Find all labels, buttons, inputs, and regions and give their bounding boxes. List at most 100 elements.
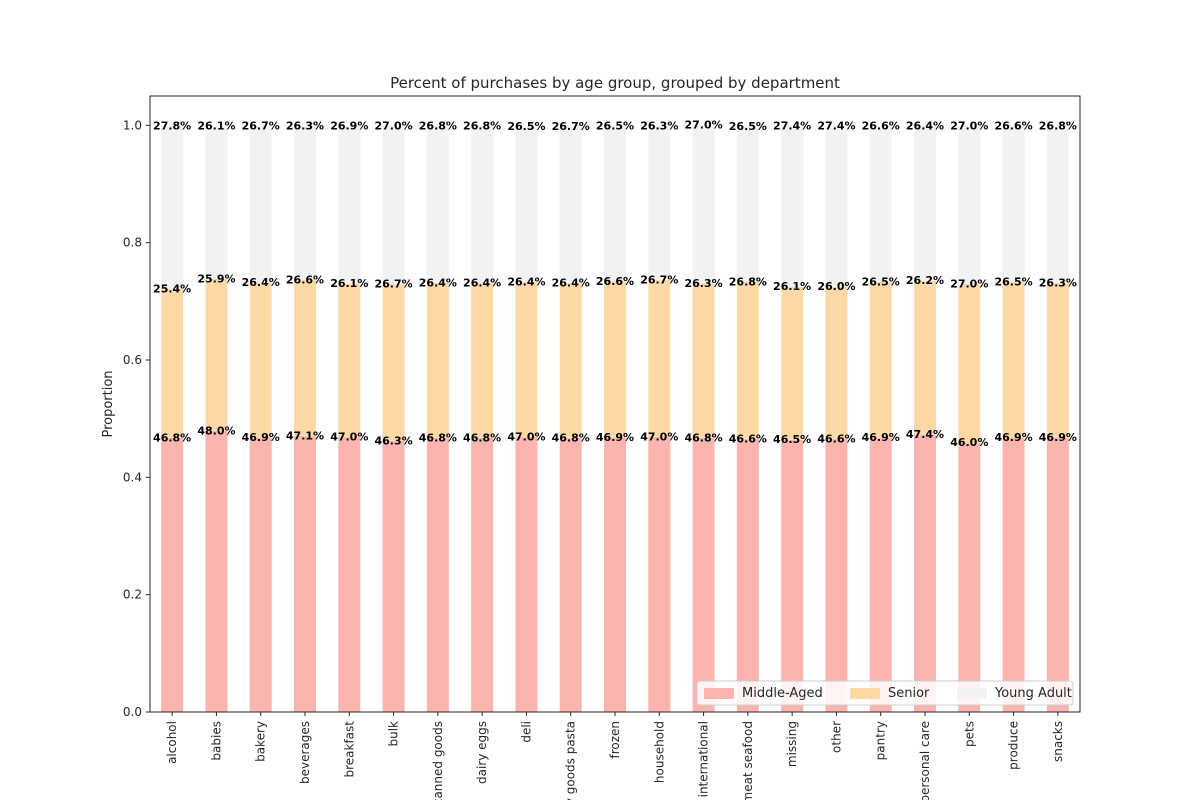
bar-young-adult <box>914 125 936 281</box>
bar-young-adult <box>338 125 361 284</box>
data-label: 26.5% <box>729 120 767 133</box>
bar-senior <box>825 286 848 439</box>
bar-senior <box>161 288 184 438</box>
x-tick-label: canned goods <box>431 721 445 800</box>
data-label: 26.4% <box>906 119 944 132</box>
bar-young-adult <box>825 125 848 287</box>
data-label: 46.8% <box>153 431 191 444</box>
bar-middle-aged <box>958 442 981 712</box>
bar-young-adult <box>471 125 494 283</box>
data-label: 26.9% <box>330 119 368 132</box>
bar-senior <box>382 283 405 441</box>
bar-middle-aged <box>604 436 626 712</box>
data-label: 46.8% <box>463 431 501 444</box>
data-label: 26.0% <box>817 280 855 293</box>
x-tick-label: beverages <box>298 721 312 784</box>
bar-young-adult <box>692 124 715 284</box>
data-labels-layer: 46.8% 25.4% 27.8% 48.0% 25.9% 26.1% 46.9% 26.4%… <box>153 119 1077 449</box>
data-label: 26.2% <box>906 274 944 287</box>
bar-middle-aged <box>1046 436 1069 712</box>
data-label: 26.6% <box>994 119 1032 132</box>
bar-senior <box>692 283 715 438</box>
bar-young-adult <box>958 125 981 284</box>
bar-middle-aged <box>559 437 582 712</box>
bar-middle-aged <box>338 436 361 712</box>
data-label: 46.6% <box>817 433 855 446</box>
bar-senior <box>249 281 272 437</box>
bar-middle-aged <box>736 438 759 712</box>
data-label: 46.8% <box>552 431 590 444</box>
x-tick-label: pets <box>962 721 976 747</box>
data-label: 26.3% <box>1039 277 1077 290</box>
data-label: 26.3% <box>286 119 324 132</box>
x-tick-label: frozen <box>608 721 622 759</box>
data-label: 26.4% <box>419 277 457 290</box>
data-label: 47.4% <box>906 428 944 441</box>
bar-young-adult <box>205 125 228 279</box>
y-tick-label: 0.8 <box>123 236 142 250</box>
axes-layer: alcohol babies bakery beverages breakfast bul… <box>123 118 1065 800</box>
data-label: 25.4% <box>153 282 191 295</box>
y-tick-label: 0.0 <box>123 705 142 719</box>
legend-label: Senior <box>888 686 930 701</box>
x-tick-label: alcohol <box>165 721 179 764</box>
legend-label: Middle-Aged <box>742 686 823 701</box>
x-tick-label: missing <box>785 721 799 767</box>
bar-young-adult <box>1002 125 1025 282</box>
data-label: 27.0% <box>950 278 988 291</box>
y-axis-label: Proportion <box>101 370 116 437</box>
data-label: 26.4% <box>463 277 501 290</box>
data-label: 46.8% <box>684 431 722 444</box>
bar-young-adult <box>781 125 804 287</box>
data-label: 26.5% <box>994 275 1032 288</box>
bar-young-adult <box>249 125 272 282</box>
data-label: 26.3% <box>640 119 678 132</box>
bar-middle-aged <box>161 437 184 712</box>
bar-senior <box>1002 281 1025 437</box>
data-label: 26.6% <box>286 274 324 287</box>
data-label: 26.8% <box>729 275 767 288</box>
bar-middle-aged <box>471 437 494 712</box>
data-label: 27.4% <box>817 119 855 132</box>
data-label: 26.4% <box>507 275 545 288</box>
bar-senior <box>294 279 316 436</box>
bar-middle-aged <box>205 430 228 712</box>
bar-senior <box>958 283 981 443</box>
x-tick-label: dairy eggs <box>475 721 489 784</box>
data-label: 46.0% <box>950 436 988 449</box>
x-tick-label: babies <box>209 721 223 761</box>
bar-young-adult <box>294 125 316 280</box>
data-label: 46.5% <box>773 433 811 446</box>
data-label: 26.6% <box>596 275 634 288</box>
bar-senior <box>426 282 449 438</box>
data-label: 46.6% <box>729 433 767 446</box>
bar-senior <box>338 283 361 437</box>
legend-swatch <box>850 688 880 699</box>
bar-young-adult <box>736 125 759 282</box>
x-tick-label: household <box>652 721 666 783</box>
legend-label: Young Adult <box>994 686 1072 701</box>
data-label: 46.9% <box>862 431 900 444</box>
x-tick-label: dry goods pasta <box>564 721 578 800</box>
data-label: 46.3% <box>374 434 412 447</box>
data-label: 26.7% <box>552 120 590 133</box>
bar-senior <box>1046 282 1069 437</box>
data-label: 26.1% <box>330 277 368 290</box>
data-label: 26.7% <box>374 278 412 291</box>
data-label: 27.0% <box>950 119 988 132</box>
data-label: 26.5% <box>862 275 900 288</box>
data-label: 26.6% <box>862 119 900 132</box>
data-label: 26.7% <box>640 274 678 287</box>
bar-young-adult <box>382 125 405 284</box>
bar-young-adult <box>161 125 184 289</box>
bar-middle-aged <box>825 438 848 712</box>
bar-middle-aged <box>515 436 538 712</box>
x-tick-label: produce <box>1007 721 1021 770</box>
bar-senior <box>559 282 582 438</box>
bar-senior <box>515 281 538 437</box>
data-label: 25.9% <box>197 272 235 285</box>
x-tick-label: deli <box>519 721 533 743</box>
bar-middle-aged <box>781 439 804 712</box>
